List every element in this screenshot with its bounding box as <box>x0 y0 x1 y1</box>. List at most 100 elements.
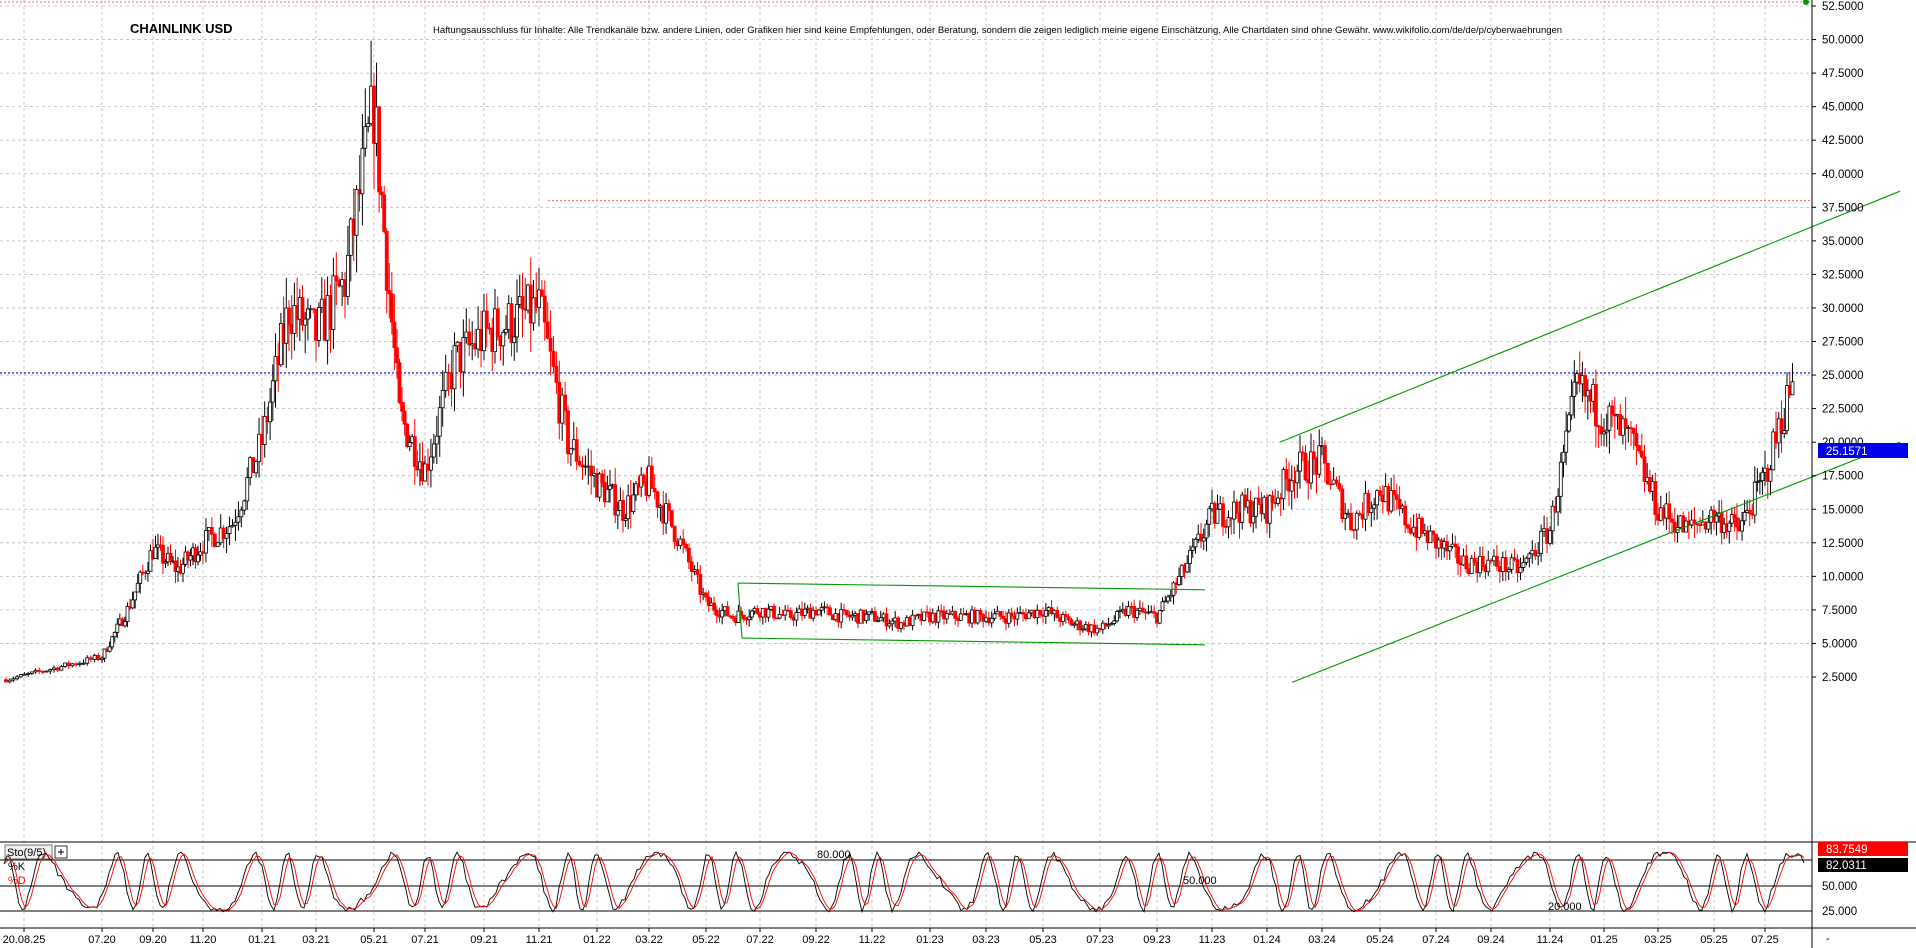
candle-body <box>1431 530 1436 535</box>
candle-body <box>652 488 657 493</box>
x-tick-label: 03.25 <box>1644 934 1672 946</box>
x-tick-label: 09.24 <box>1477 934 1505 946</box>
candle-body <box>96 654 101 661</box>
candle-body <box>66 662 71 667</box>
candle-body <box>1006 612 1011 624</box>
candle-body <box>1602 431 1606 435</box>
candle-body <box>112 631 117 638</box>
candle-body <box>1069 619 1074 626</box>
x-axis: 20.08.25 07.20 09.20 11.20 01.21 03.21 05.21 07… <box>3 928 1779 946</box>
candle-body <box>1695 523 1700 525</box>
candle-body <box>878 617 883 622</box>
indicator-label-box <box>4 844 53 860</box>
candle-body <box>816 609 821 616</box>
candle-body <box>695 569 700 575</box>
candle-body <box>887 623 892 627</box>
candle-body <box>366 123 371 127</box>
candle-body <box>1163 600 1168 603</box>
candle-body <box>473 343 478 350</box>
candle-body <box>819 606 824 611</box>
candle-body <box>577 460 582 466</box>
x-tick-label: 09.22 <box>802 934 830 946</box>
candle-body <box>1343 513 1348 519</box>
candle-body <box>1256 497 1261 505</box>
candle-body <box>1428 530 1433 544</box>
candle-body <box>1303 452 1308 481</box>
candle-body <box>1369 507 1374 513</box>
candle-body <box>423 463 427 482</box>
candle-body <box>1607 405 1612 431</box>
price-grid <box>0 0 1812 928</box>
candle-body <box>890 620 895 625</box>
candle-body <box>100 657 104 661</box>
candle-body <box>221 527 226 539</box>
candle-body <box>1503 557 1508 573</box>
candle-body <box>458 341 463 373</box>
candle-body <box>262 416 267 445</box>
candle-body <box>554 365 559 383</box>
candle-body <box>1289 480 1294 492</box>
candle-body <box>655 491 660 508</box>
candle-body <box>613 484 618 516</box>
candle-body <box>1066 616 1071 621</box>
x-tick-label: 01.24 <box>1253 934 1281 946</box>
candle-body <box>1055 609 1060 619</box>
candle-body <box>1742 511 1747 522</box>
candle-body <box>482 310 486 352</box>
candle-body <box>81 662 86 665</box>
candle-body <box>107 646 112 652</box>
candle-body <box>161 545 165 564</box>
candle-body <box>412 436 417 467</box>
candle-body <box>22 673 27 676</box>
candle-body <box>1714 515 1719 523</box>
x-tick-label: 07.25 <box>1751 934 1779 946</box>
candle-body <box>1542 528 1546 532</box>
candle-body <box>382 194 387 232</box>
candle-body <box>1157 610 1162 624</box>
candle-body <box>825 606 830 609</box>
candle-body <box>569 448 573 455</box>
y-tick-label: 40.0000 <box>1822 169 1864 181</box>
candle-body <box>1506 568 1511 573</box>
disclaimer-text: Haftungsausschluss für Inhalte: Alle Tre… <box>433 25 1562 36</box>
y-tick-label: 45.0000 <box>1822 102 1864 114</box>
indicator-expand-icon[interactable] <box>54 845 68 859</box>
current-price-badge: 25.1571 <box>1818 443 1908 458</box>
candle-body <box>1251 515 1256 524</box>
candle-body <box>204 530 208 554</box>
candle-body <box>537 289 541 308</box>
candle-body <box>504 329 508 333</box>
candle-body <box>392 321 397 349</box>
candle-body <box>284 307 289 344</box>
candle-body <box>574 439 579 462</box>
candle-body <box>405 423 410 448</box>
candle-body <box>1667 503 1672 520</box>
candle-body <box>922 611 927 621</box>
candle-body <box>649 465 654 489</box>
x-tick-label: 07.20 <box>88 934 116 946</box>
candle-body <box>667 503 671 512</box>
trend-line-channel-2022-top <box>737 582 1206 591</box>
candle-body <box>387 290 392 295</box>
candle-body <box>1550 505 1555 532</box>
candle-body <box>1311 451 1316 460</box>
candle-body <box>772 605 776 619</box>
candle-body <box>515 303 519 338</box>
stoch-k-line <box>3 851 1805 914</box>
candle-body <box>750 610 754 618</box>
candle-body <box>348 218 353 256</box>
candle-body <box>1009 612 1014 617</box>
candle-body <box>621 500 625 521</box>
candle-body <box>704 592 708 598</box>
d-label: %D <box>8 875 26 887</box>
candle-body <box>1394 494 1399 500</box>
candle-body <box>1472 557 1477 563</box>
candle-body <box>1389 490 1394 512</box>
axis-scroll-dash[interactable]: - <box>1826 933 1830 945</box>
candle-body <box>1790 381 1795 396</box>
x-tick-label: 11.22 <box>859 934 886 946</box>
indicator-tick-25: 25.000 <box>1822 906 1857 918</box>
candle-body <box>1521 562 1526 568</box>
candle-body <box>1378 490 1382 496</box>
y-tick-label: 25.0000 <box>1822 370 1864 382</box>
